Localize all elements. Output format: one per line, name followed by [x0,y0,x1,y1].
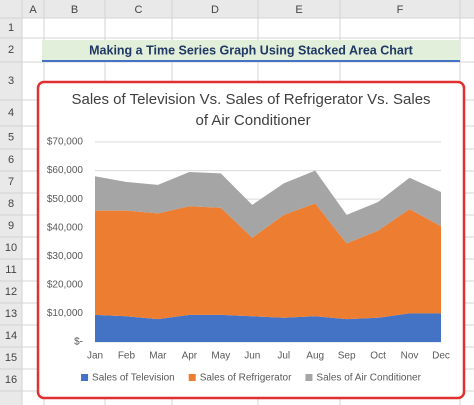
row-header: 13 [5,308,17,320]
y-tick-label: $40,000 [47,222,84,233]
x-tick-label: Jul [277,351,290,362]
row-header: 4 [8,107,14,119]
row-header: 5 [8,131,14,143]
row-header: 1 [8,22,14,34]
row-header: 15 [5,352,17,364]
legend-label: Sales of Refrigerator [200,373,292,384]
legend-label: Sales of Television [92,373,175,384]
area [95,313,441,342]
banner-bg [42,40,460,61]
x-tick-label: Oct [370,351,386,362]
banner-title: Making a Time Series Graph Using Stacked… [89,43,414,57]
column-header: A [29,4,37,16]
column-header: B [71,4,78,16]
row-header: 14 [5,330,17,342]
y-tick-label: $10,000 [47,308,84,319]
x-tick-label: May [211,351,230,362]
column-header: D [211,4,219,16]
x-tick-label: Sep [338,351,356,362]
x-tick-label: Dec [432,351,450,362]
row-header: 7 [8,176,14,188]
x-tick-label: Nov [401,351,419,362]
row-header: 3 [8,75,14,87]
y-tick-label: $50,000 [47,194,84,205]
row-header: 2 [8,44,14,56]
x-tick-label: Mar [149,351,167,362]
legend-swatch [81,374,89,381]
x-tick-label: Jan [87,351,103,362]
column-header: F [397,4,404,16]
row-header: 11 [5,264,16,276]
y-tick-label: $60,000 [47,165,84,176]
row-header: 10 [5,242,17,254]
legend-swatch [305,374,313,381]
area [95,203,441,320]
row-header: 6 [8,154,14,166]
legend-swatch [188,374,196,381]
column-header: E [295,4,302,16]
row-header-bar [0,0,22,405]
y-tick-label: $30,000 [47,251,84,262]
area [95,170,441,244]
legend-label: Sales of Air Conditioner [316,373,421,384]
y-tick-label: $- [74,337,83,348]
row-header: 16 [5,374,17,386]
column-header-bar [0,0,474,18]
x-tick-label: Jun [244,351,260,362]
column-header: C [135,4,143,16]
x-tick-label: Feb [118,351,136,362]
x-tick-label: Apr [182,351,198,362]
row-header: 8 [8,198,14,210]
y-tick-label: $20,000 [47,279,84,290]
x-tick-label: Aug [306,351,324,362]
y-tick-label: $70,000 [47,137,84,148]
row-header: 9 [8,220,14,232]
row-header: 12 [5,286,17,298]
chart-title: Sales of Television Vs. Sales of Refrige… [71,91,430,129]
chart: Sales of Television Vs. Sales of Refrige… [47,91,450,384]
